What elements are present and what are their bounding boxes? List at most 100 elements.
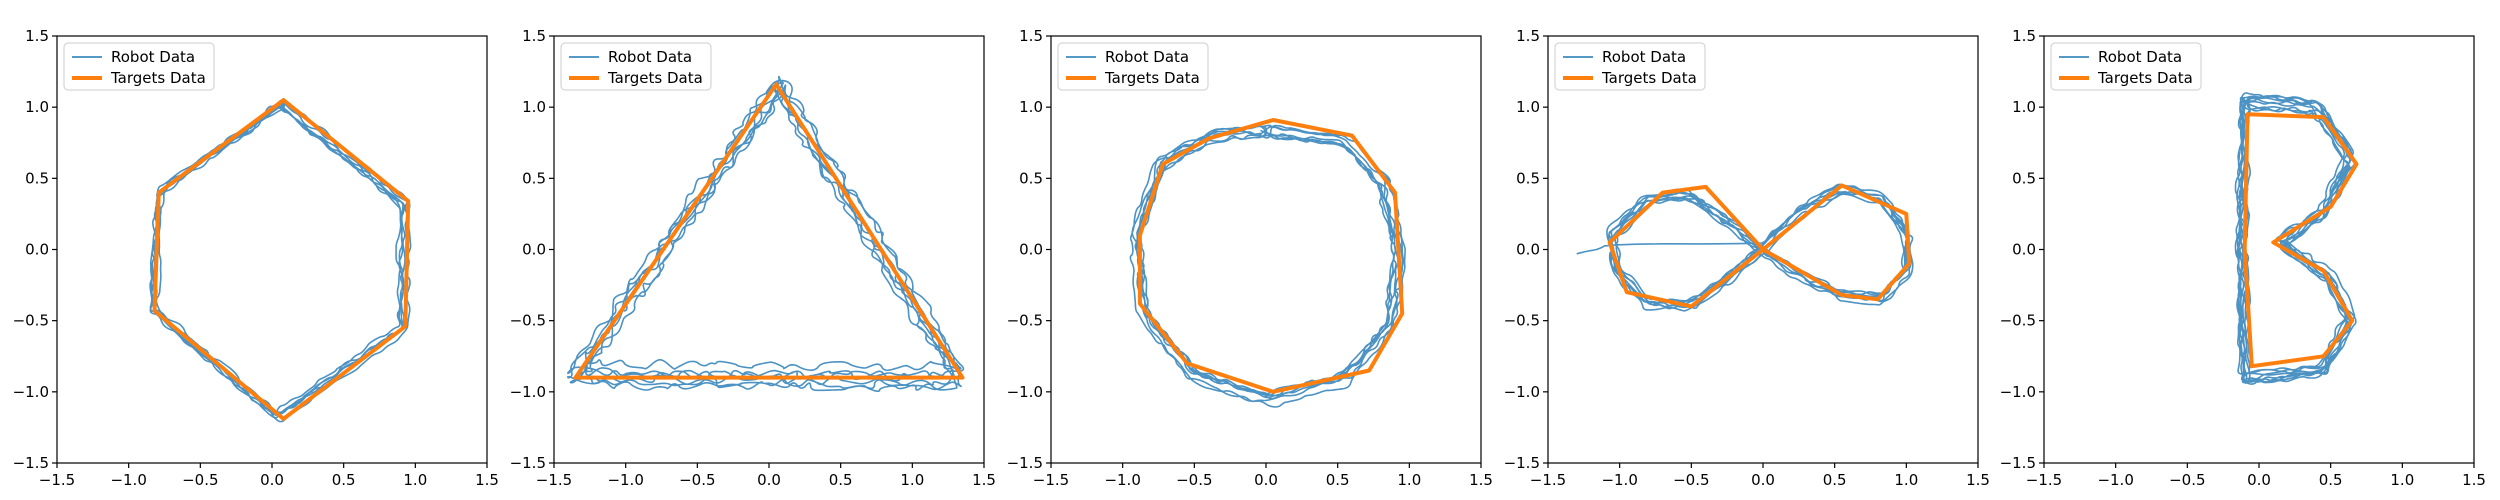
legend: Robot Data Targets Data xyxy=(560,42,712,91)
y-tick-label: −1.5 xyxy=(13,454,49,472)
y-tick-label: 0.0 xyxy=(2012,241,2036,259)
y-tick-label: 1.5 xyxy=(25,27,49,45)
y-tick-label: −1.5 xyxy=(510,454,546,472)
y-tick-label: −1.0 xyxy=(1504,383,1540,401)
plot-area xyxy=(57,36,487,463)
x-tick-label: 1.0 xyxy=(1894,471,1918,489)
y-tick-label: −0.5 xyxy=(2000,312,2036,330)
plot-lines xyxy=(567,75,965,392)
x-tick-label: 0.5 xyxy=(1326,471,1350,489)
y-tick-label: 0.0 xyxy=(1019,241,1043,259)
targets-data-series xyxy=(573,82,965,380)
y-tick-label: 0.5 xyxy=(522,169,546,187)
legend-robot-label: Robot Data xyxy=(1602,48,1686,66)
x-tick-label: −1.5 xyxy=(536,471,572,489)
chart-panel-5: −1.5 −1.0 −0.5 0.0 0.5 1.0 1.5 −1.5 −1.0 −0.5 0.0 0… xyxy=(2000,27,2486,489)
y-tick-label: 1.0 xyxy=(2012,98,2036,116)
chart-panel-1: −1.5 −1.0 −0.5 0.0 0.5 1.0 1.5 −1.5 −1.0 −0.5 0.0 0… xyxy=(13,27,499,489)
x-tick-label: 0.5 xyxy=(2319,471,2343,489)
x-tick-label: −1.5 xyxy=(39,471,75,489)
x-tick-label: 1.0 xyxy=(1397,471,1421,489)
y-tick-label: 1.5 xyxy=(1516,27,1540,45)
chart-panel-4: −1.5 −1.0 −0.5 0.0 0.5 1.0 1.5 −1.5 −1.0 −0.5 0.0 0… xyxy=(1504,27,1990,489)
y-tick-label: −1.0 xyxy=(1007,383,1043,401)
y-tick-label: 0.0 xyxy=(1516,241,1540,259)
x-tick-label: 1.5 xyxy=(475,471,499,489)
legend-targets-label: Targets Data xyxy=(607,69,703,87)
y-tick-label: 1.0 xyxy=(1516,98,1540,116)
x-tick-label: −1.0 xyxy=(607,471,643,489)
x-tick-label: 1.0 xyxy=(403,471,427,489)
legend-robot-label: Robot Data xyxy=(2098,48,2182,66)
legend-robot-label: Robot Data xyxy=(608,48,692,66)
legend-targets-label: Targets Data xyxy=(1104,69,1200,87)
x-tick-label: 1.5 xyxy=(1469,471,1493,489)
legend: Robot Data Targets Data xyxy=(63,42,215,91)
legend: Robot Data Targets Data xyxy=(1554,42,1706,91)
y-tick-label: −1.5 xyxy=(1504,454,1540,472)
chart-panel-3: −1.5 −1.0 −0.5 0.0 0.5 1.0 1.5 −1.5 −1.0 −0.5 0.0 0… xyxy=(1007,27,1493,489)
chart-panel-2: −1.5 −1.0 −0.5 0.0 0.5 1.0 1.5 −1.5 −1.0 −0.5 0.0 0… xyxy=(510,27,996,489)
x-tick-label: 1.5 xyxy=(2462,471,2486,489)
plot-lines xyxy=(149,98,412,423)
x-tick-label: −0.5 xyxy=(1176,471,1212,489)
x-tick-label: 0.5 xyxy=(332,471,356,489)
plot-area xyxy=(554,36,984,463)
y-tick-label: 0.0 xyxy=(522,241,546,259)
x-tick-label: −0.5 xyxy=(182,471,218,489)
legend: Robot Data Targets Data xyxy=(1057,42,1209,91)
x-tick-label: 0.0 xyxy=(1751,471,1775,489)
y-tick-label: 1.0 xyxy=(1019,98,1043,116)
x-tick-label: −0.5 xyxy=(2169,471,2205,489)
y-tick-label: 0.5 xyxy=(1019,169,1043,187)
x-tick-label: −1.0 xyxy=(1104,471,1140,489)
targets-data-series xyxy=(2242,112,2359,369)
legend-targets-label: Targets Data xyxy=(1601,69,1697,87)
legend: Robot Data Targets Data xyxy=(2050,42,2202,91)
plot-area xyxy=(1051,36,1481,463)
x-tick-label: 1.5 xyxy=(1966,471,1990,489)
legend-robot-label: Robot Data xyxy=(1105,48,1189,66)
y-tick-label: 1.5 xyxy=(2012,27,2036,45)
x-tick-label: 0.0 xyxy=(2247,471,2271,489)
x-tick-label: 1.5 xyxy=(972,471,996,489)
x-tick-label: 0.5 xyxy=(1823,471,1847,489)
y-tick-label: −0.5 xyxy=(1007,312,1043,330)
targets-data-series xyxy=(1137,118,1405,394)
x-tick-label: −1.0 xyxy=(2097,471,2133,489)
x-tick-label: −0.5 xyxy=(679,471,715,489)
x-tick-label: −0.5 xyxy=(1673,471,1709,489)
plot-lines xyxy=(1576,183,1914,312)
y-tick-label: 1.5 xyxy=(1019,27,1043,45)
y-tick-label: 0.5 xyxy=(1516,169,1540,187)
plot-lines xyxy=(1129,118,1406,408)
x-tick-label: 0.0 xyxy=(1254,471,1278,489)
y-tick-label: −1.0 xyxy=(2000,383,2036,401)
legend-robot-label: Robot Data xyxy=(111,48,195,66)
x-tick-label: −1.5 xyxy=(1530,471,1566,489)
x-tick-label: 1.0 xyxy=(900,471,924,489)
x-tick-label: 0.0 xyxy=(260,471,284,489)
y-tick-label: −0.5 xyxy=(1504,312,1540,330)
y-tick-label: −1.0 xyxy=(510,383,546,401)
plot-lines xyxy=(2234,92,2359,385)
x-tick-label: −1.0 xyxy=(1601,471,1637,489)
legend-targets-label: Targets Data xyxy=(110,69,206,87)
targets-data-series xyxy=(1607,183,1912,309)
robot-data-series xyxy=(149,99,412,423)
y-tick-label: 1.0 xyxy=(25,98,49,116)
y-tick-label: 0.5 xyxy=(25,169,49,187)
y-tick-label: −1.5 xyxy=(2000,454,2036,472)
y-tick-label: 1.0 xyxy=(522,98,546,116)
y-tick-label: −1.0 xyxy=(13,383,49,401)
y-tick-label: −1.5 xyxy=(1007,454,1043,472)
y-tick-label: 0.5 xyxy=(2012,169,2036,187)
y-tick-label: −0.5 xyxy=(510,312,546,330)
x-tick-label: −1.5 xyxy=(1033,471,1069,489)
x-tick-label: −1.5 xyxy=(2026,471,2062,489)
x-tick-label: −1.0 xyxy=(110,471,146,489)
y-tick-label: 1.5 xyxy=(522,27,546,45)
x-tick-label: 1.0 xyxy=(2390,471,2414,489)
x-tick-label: 0.5 xyxy=(829,471,853,489)
